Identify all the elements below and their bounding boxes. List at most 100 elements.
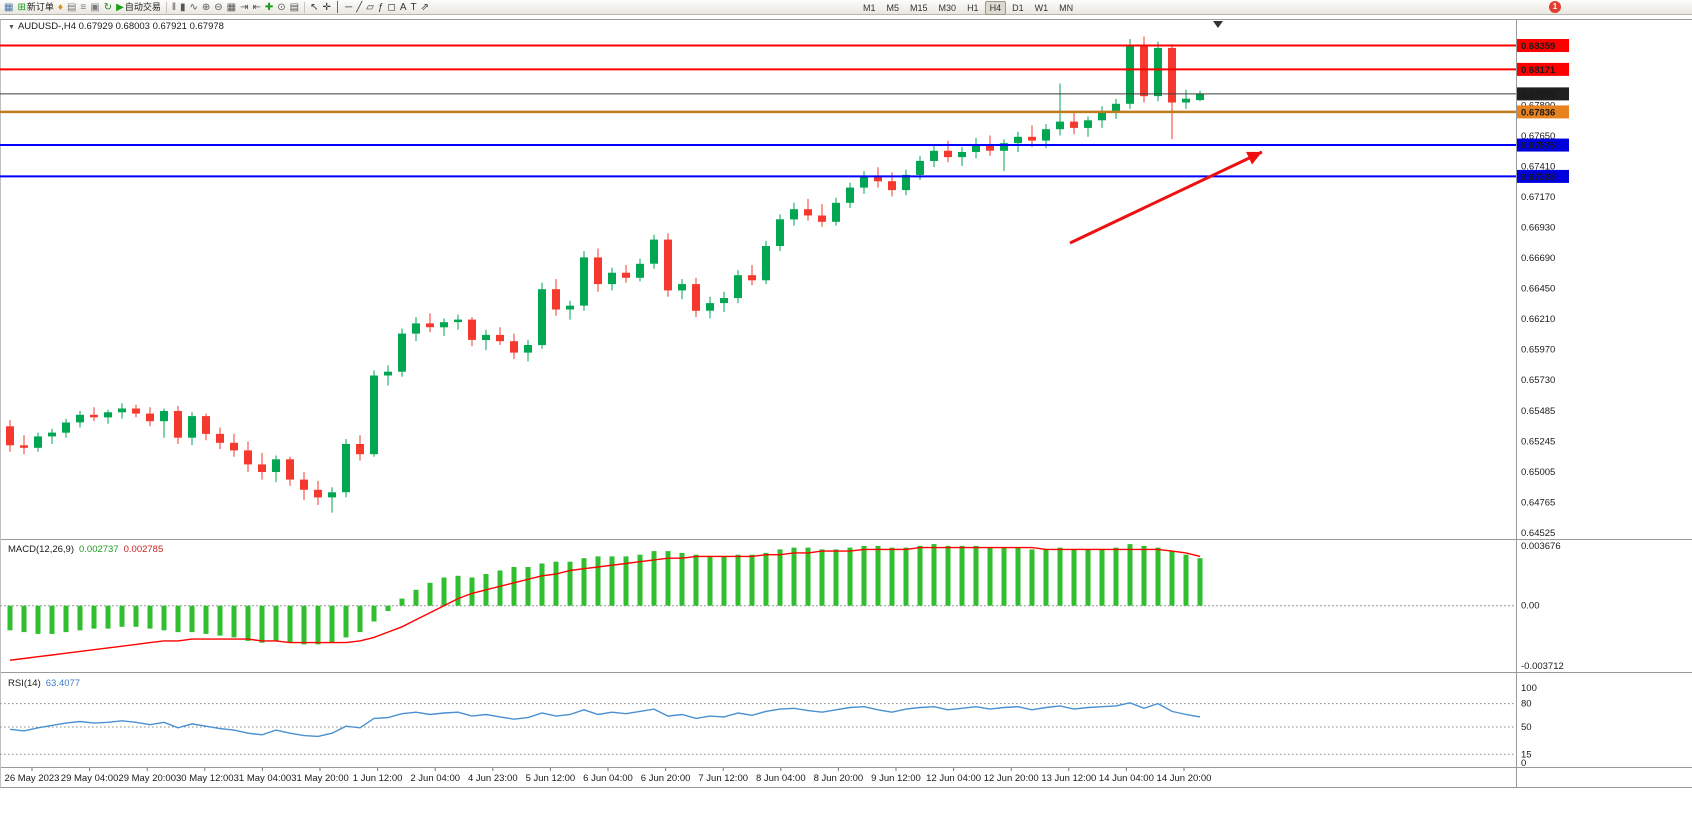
svg-text:1 Jun 12:00: 1 Jun 12:00 <box>353 773 403 784</box>
svg-text:6 Jun 04:00: 6 Jun 04:00 <box>583 773 633 784</box>
zoom-out-icon: ⊖ <box>214 1 223 13</box>
svg-text:6 Jun 20:00: 6 Jun 20:00 <box>641 773 691 784</box>
timeframe-mn-button[interactable]: MN <box>1059 3 1074 13</box>
bar-chart-icon[interactable]: ‖ <box>170 1 178 14</box>
periods-icon[interactable]: ⊙ <box>275 1 287 14</box>
timeframe-w1-button[interactable]: W1 <box>1034 3 1049 13</box>
charts-grid-icon: ▦ <box>4 1 14 13</box>
new-order-button[interactable]: ⊞ 新订单 <box>15 1 55 14</box>
cursor-icon[interactable]: ↖ <box>308 1 320 14</box>
svg-text:0.65005: 0.65005 <box>1521 467 1555 478</box>
timeframe-h1-button[interactable]: H1 <box>967 3 979 13</box>
channel-icon[interactable]: ▱ <box>364 1 376 14</box>
templates-icon: ▤ <box>289 1 300 13</box>
price-axis[interactable] <box>1516 20 1692 768</box>
timeframe-m5-button[interactable]: M5 <box>886 3 900 13</box>
indicators-icon: ✚ <box>264 1 274 13</box>
text-icon: A <box>399 1 407 13</box>
svg-text:31 May 04:00: 31 May 04:00 <box>234 773 292 784</box>
refresh-icon[interactable]: ↻ <box>102 1 114 14</box>
main-chart-panel[interactable] <box>0 20 1516 538</box>
trendline-icon[interactable]: ╱ <box>354 1 364 14</box>
svg-text:5 Jun 12:00: 5 Jun 12:00 <box>526 773 576 784</box>
candlestick-chart-icon: ▮ <box>179 1 186 13</box>
chart-shift-icon[interactable]: ⇤ <box>251 1 263 14</box>
macd-main-value: 0.002737 <box>79 544 119 555</box>
svg-text:0.65970: 0.65970 <box>1521 344 1555 355</box>
fibonacci-icon[interactable]: ƒ <box>376 1 386 14</box>
svg-text:0.68359: 0.68359 <box>1521 41 1555 52</box>
timeframe-d1-button[interactable]: D1 <box>1012 3 1024 13</box>
shapes-icon[interactable]: ◻ <box>386 1 398 14</box>
rsi-panel[interactable] <box>0 674 1516 767</box>
indicators-icon[interactable]: ✚ <box>263 1 275 14</box>
zoom-in-icon[interactable]: ⊕ <box>200 1 212 14</box>
tile-windows-icon[interactable]: ▦ <box>225 1 238 14</box>
main-toolbar: ▦ ⊞ 新订单 ♦ ▤ ≡ ▣ ↻ ▶ 自动交易 ‖ ▮ ∿ ⊕ ⊖ ▦ ⇥ ⇤ ✚ ⊙ ▤ ↖ ✛ │ ─ ╱ ▱ ƒ ◻ A T ⇗ M1… <box>0 0 1692 15</box>
timeframe-m15-button[interactable]: M15 <box>910 3 928 13</box>
svg-text:14 Jun 04:00: 14 Jun 04:00 <box>1099 773 1154 784</box>
vertical-line-icon[interactable]: │ <box>333 1 343 14</box>
new-order-button-label: 新订单 <box>26 1 54 12</box>
svg-text:2 Jun 04:00: 2 Jun 04:00 <box>410 773 460 784</box>
arrows-icon: ⇗ <box>420 1 430 13</box>
terminal-icon[interactable]: ▣ <box>88 1 101 14</box>
svg-text:0.67978: 0.67978 <box>1521 89 1555 100</box>
crosshair-icon[interactable]: ✛ <box>321 1 333 14</box>
svg-text:29 May 04:00: 29 May 04:00 <box>61 773 119 784</box>
horizontal-line-icon[interactable]: ─ <box>343 1 354 14</box>
templates-icon[interactable]: ▤ <box>288 1 301 14</box>
svg-text:0.66690: 0.66690 <box>1521 253 1555 264</box>
rsi-value: 63.4077 <box>45 678 81 689</box>
text-label-icon[interactable]: T <box>409 1 419 14</box>
svg-text:8 Jun 04:00: 8 Jun 04:00 <box>756 773 806 784</box>
arrows-icon[interactable]: ⇗ <box>419 1 431 14</box>
timeframe-m30-button[interactable]: M30 <box>938 3 957 13</box>
svg-text:12 Jun 20:00: 12 Jun 20:00 <box>984 773 1039 784</box>
svg-text:26 May 2023: 26 May 2023 <box>5 773 60 784</box>
svg-text:0.67410: 0.67410 <box>1521 162 1555 173</box>
market-watch-icon[interactable]: ▤ <box>65 1 78 14</box>
svg-text:0.66930: 0.66930 <box>1521 222 1555 233</box>
chart-symbol-label: ▼ AUDUSD-,H4 0.67929 0.68003 0.67921 0.67… <box>8 21 224 32</box>
svg-text:9 Jun 12:00: 9 Jun 12:00 <box>871 773 921 784</box>
svg-text:8 Jun 20:00: 8 Jun 20:00 <box>814 773 864 784</box>
navigator-icon[interactable]: ≡ <box>78 1 88 14</box>
timeframe-toolbar: M1 M5 M15 M30 H1 H4 D1 W1 MN <box>858 1 1079 15</box>
trendline-icon: ╱ <box>356 1 363 13</box>
time-axis[interactable] <box>0 768 1516 788</box>
timeframe-m1-button[interactable]: M1 <box>863 3 876 13</box>
chart-menu-triangle-icon[interactable]: ▼ <box>8 24 15 31</box>
zoom-out-icon[interactable]: ⊖ <box>212 1 224 14</box>
navigator-icon: ≡ <box>80 1 87 13</box>
tile-windows-icon: ▦ <box>226 1 237 13</box>
notification-badge[interactable]: 1 <box>1549 1 1561 13</box>
svg-text:0.68171: 0.68171 <box>1521 65 1556 76</box>
charts-grid-icon[interactable]: ▦ <box>2 1 15 14</box>
svg-text:0.67650: 0.67650 <box>1521 131 1555 142</box>
line-chart-icon[interactable]: ∿ <box>187 1 199 14</box>
toolbar-separator <box>165 1 167 13</box>
svg-text:7 Jun 12:00: 7 Jun 12:00 <box>698 773 748 784</box>
svg-text:100: 100 <box>1521 683 1537 694</box>
svg-text:13 Jun 12:00: 13 Jun 12:00 <box>1041 773 1096 784</box>
auto-trading-button[interactable]: ▶ 自动交易 <box>114 1 163 14</box>
svg-text:0.64765: 0.64765 <box>1521 497 1555 508</box>
svg-text:0.65730: 0.65730 <box>1521 375 1555 386</box>
shapes-icon: ◻ <box>387 1 396 13</box>
auto-scroll-icon[interactable]: ⇥ <box>238 1 250 14</box>
timeframe-h4-button[interactable]: H4 <box>984 1 1007 15</box>
toolbar-icon-group: ▦ ⊞ 新订单 ♦ ▤ ≡ ▣ ↻ ▶ 自动交易 ‖ ▮ ∿ ⊕ ⊖ ▦ ⇥ ⇤ ✚ ⊙ ▤ ↖ ✛ │ ─ ╱ ▱ ƒ ◻ A T ⇗ <box>2 0 431 15</box>
svg-text:0.65485: 0.65485 <box>1521 406 1555 417</box>
alerts-icon[interactable]: ♦ <box>56 1 65 14</box>
horizontal-line-icon: ─ <box>345 1 353 13</box>
text-label-icon: T <box>410 1 417 13</box>
macd-signal-value: 0.002785 <box>123 544 164 555</box>
macd-panel[interactable] <box>0 540 1516 672</box>
candlestick-chart-icon[interactable]: ▮ <box>178 1 188 14</box>
auto-scroll-icon: ⇥ <box>240 1 249 13</box>
text-icon[interactable]: A <box>398 1 409 14</box>
auto-trading-button-label: 自动交易 <box>124 1 161 12</box>
